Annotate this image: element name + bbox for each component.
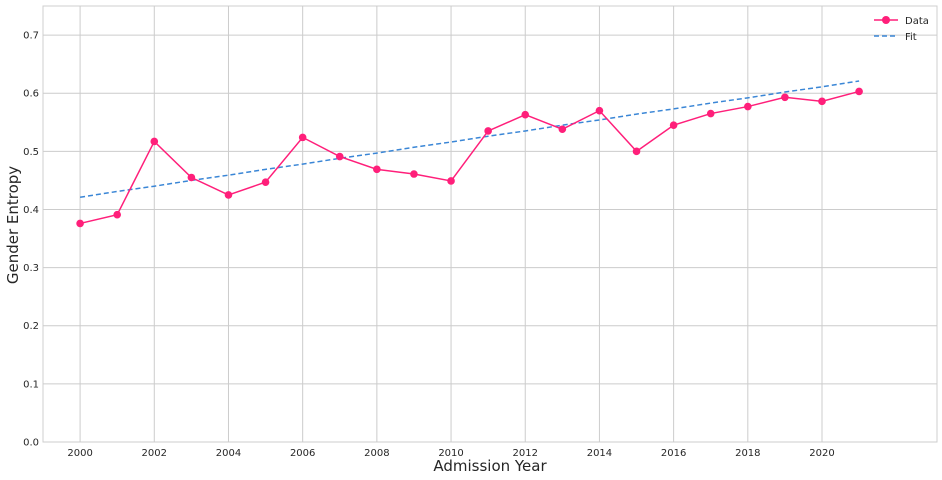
data-point [410,170,418,178]
data-point [855,87,863,96]
x-axis-label: Admission Year [433,457,547,475]
data-point [298,133,307,142]
data-point [373,165,381,174]
plot-area [42,5,938,443]
x-tick-label: 2008 [364,448,389,459]
y-tick-label: 0.5 [23,147,39,158]
x-tick-label: 2000 [67,448,92,459]
fit-series-line [79,80,860,198]
x-tick-label: 2010 [438,448,463,459]
y-tick-label: 0.7 [23,31,39,42]
legend: Data Fit [874,16,929,43]
data-point [224,191,233,199]
data-point [521,110,530,119]
data-point [150,137,159,146]
data-point [818,97,826,106]
x-tick-label: 2002 [142,448,167,459]
x-tick-label: 2012 [513,448,538,459]
x-tick-label: 2018 [735,448,760,459]
series-layer [76,80,863,228]
y-tick-label: 0.2 [23,321,39,332]
x-tick-label: 2006 [290,448,315,459]
data-point [187,173,196,182]
data-point [113,210,121,219]
y-tick-label: 0.3 [23,263,39,274]
x-tick-label: 2004 [216,448,241,459]
y-tick-label: 0.6 [23,89,39,100]
x-axis-ticks: 2000 2002 2004 2006 2008 2010 2012 2014 2016 2018… [67,448,834,459]
data-point [744,102,752,111]
data-point [76,219,84,228]
data-point [706,109,715,118]
legend-fit-label: Fit [905,32,917,43]
data-point [669,121,678,129]
y-tick-label: 0.4 [23,205,39,216]
data-point [595,106,604,115]
data-point [484,127,492,135]
x-tick-label: 2014 [587,448,612,459]
x-tick-label: 2020 [809,448,834,459]
y-tick-label: 0.1 [23,379,39,390]
data-series-line [79,90,860,225]
data-point [781,93,789,102]
legend-data-label: Data [905,16,929,27]
y-axis-label: Gender Entropy [4,166,22,284]
y-tick-label: 0.0 [23,438,39,449]
grid [43,6,937,443]
data-point [558,125,567,134]
data-point [447,177,455,185]
x-tick-label: 2016 [661,448,686,459]
data-point [335,152,344,161]
y-axis-ticks: 0.0 0.1 0.2 0.3 0.4 0.5 0.6 0.7 [23,31,39,449]
legend-data-marker [882,16,890,24]
data-point [261,178,270,186]
data-point [632,147,641,156]
